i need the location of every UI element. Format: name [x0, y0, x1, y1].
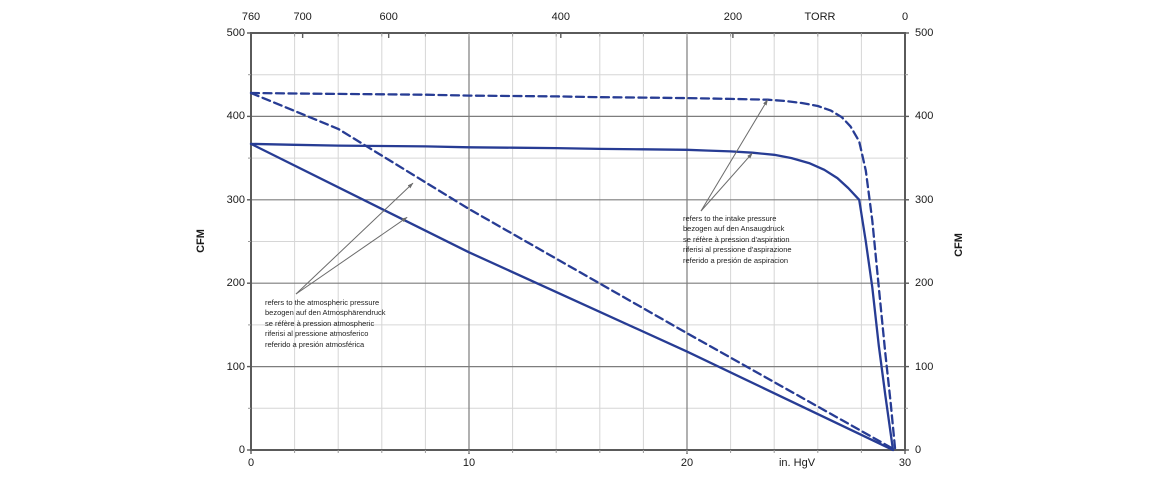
- x-axis-bottom-tick-label: 20: [680, 457, 694, 469]
- annotation-leader-line: [295, 216, 408, 295]
- y-axis-right-tick-label: 0: [915, 444, 922, 456]
- annotation-line: riferisi al pressione atmosferico: [265, 329, 369, 339]
- annotation-leader-line: [295, 182, 414, 295]
- annotation-line: refers to the atmospheric pressure: [265, 298, 380, 307]
- annotation-leader-line: [700, 152, 753, 212]
- y-axis-title-left: CFM: [195, 229, 207, 253]
- annotation-line: bezogen auf den Atmosphärendruck: [265, 308, 386, 318]
- series-flow-vs-intake-pressure-dashed: [249, 91, 897, 452]
- y-axis-right-tick-label: 500: [915, 27, 934, 39]
- annotation-line: refers to the intake pressure: [683, 214, 777, 223]
- series-flow-vs-atmospheric-pressure-dashed: [249, 91, 897, 452]
- x-axis-title-bottom-inhgv: in. HgV: [778, 457, 816, 469]
- annotation-line: referido a presión atmosférica: [265, 339, 365, 349]
- y-axis-right-tick-label: 100: [915, 360, 934, 373]
- x-axis-title-top-torr: TORR: [804, 11, 836, 23]
- series-flow-vs-atmospheric-pressure-solid: [249, 142, 895, 452]
- annotation-intake-pressure: refers to the intake pressure bezogen au…: [683, 214, 792, 266]
- y-axis-left-tick-label: 400: [226, 110, 245, 123]
- x-axis-top-tick-label: 0: [901, 11, 909, 23]
- annotation-line: se réfère à pression atmospheric: [265, 318, 375, 328]
- y-axis-right-tick-label: 300: [915, 193, 934, 206]
- annotation-leader-line: [700, 99, 769, 212]
- y-axis-left-tick-label: 0: [238, 444, 245, 456]
- y-axis-right-tick-label: 400: [915, 110, 934, 123]
- annotation-line: riferisi al pressione d'aspirazione: [683, 245, 792, 255]
- y-axis-left-tick-label: 500: [226, 27, 245, 39]
- y-axis-title-right: CFM: [953, 233, 965, 257]
- x-axis-top-tick-label: 600: [379, 11, 398, 23]
- x-axis-top-tick-label: 200: [723, 11, 743, 23]
- y-axis-left-tick-label: 300: [226, 193, 245, 206]
- x-axis-top-tick-label: 700: [293, 11, 312, 23]
- x-axis-top-tick-label: 760: [241, 11, 261, 23]
- x-axis-bottom-tick-label: 0: [247, 457, 255, 469]
- annotation-line: referido a presión de aspiracion: [683, 255, 789, 265]
- annotation-atmospheric-pressure: refers to the atmospheric pressure bezog…: [265, 298, 386, 350]
- y-axis-left-tick-label: 200: [226, 277, 245, 290]
- annotation-line: se réfère à pression d'aspiration: [683, 234, 790, 244]
- y-axis-left-tick-label: 100: [226, 360, 245, 373]
- x-axis-bottom-tick-label: 10: [462, 457, 476, 469]
- annotation-line: bezogen auf den Ansaugdruck: [683, 224, 785, 234]
- x-axis-top-tick-label: 400: [551, 11, 570, 23]
- y-axis-right-tick-label: 200: [915, 277, 934, 290]
- series-flow-vs-intake-pressure-solid: [249, 142, 895, 452]
- x-axis-bottom-tick-label: 30: [898, 457, 912, 469]
